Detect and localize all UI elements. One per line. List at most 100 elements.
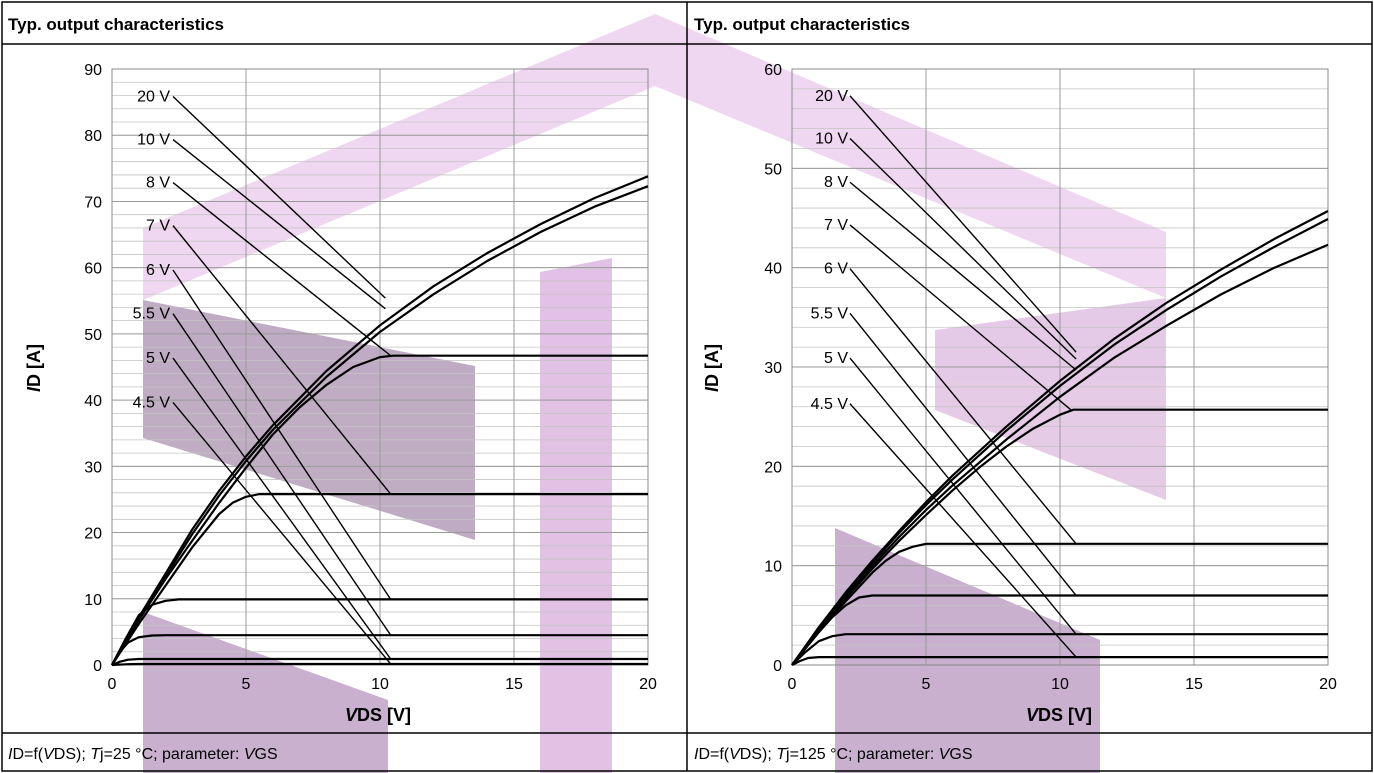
footer-param: GS	[949, 746, 972, 763]
series-curve	[111, 657, 648, 667]
watermark-top-band	[143, 14, 1166, 300]
series-leader-line	[849, 224, 1072, 411]
series-leader-line	[849, 403, 1077, 658]
footer-symbol-i: I	[694, 746, 699, 763]
series-leader-line	[172, 401, 392, 665]
y-axis-title: ID [A]	[702, 344, 722, 392]
series-curve	[791, 633, 1328, 666]
y-tick-label: 20	[764, 459, 782, 476]
panel-title: Typ. output characteristics	[8, 15, 224, 34]
plot-curves: 20 V 10 V 8 V 7 V 6 V 5.5 V 5 V 4.5 V	[791, 88, 1329, 666]
tick-labels: 0 10 20 30 40 50 60 70 80 90 0 5 10 15 20	[84, 62, 657, 693]
series-label: 6 V	[824, 261, 848, 278]
x-axis-symbol: V	[345, 705, 359, 725]
y-tick-label: 40	[84, 393, 102, 410]
footer-mid: );	[76, 746, 90, 763]
x-tick-label: 15	[1185, 676, 1203, 693]
series-label: 20 V	[815, 88, 848, 105]
footer-symbol-t: T	[776, 746, 787, 763]
series-curve	[791, 210, 1329, 666]
y-tick-label: 10	[764, 559, 782, 576]
series-curve	[111, 598, 648, 666]
series-leader-line	[172, 225, 392, 495]
series-label: 7 V	[824, 217, 848, 234]
footer-tj: j=125 °C; parameter:	[785, 746, 939, 763]
plot-grid	[791, 68, 1329, 666]
panel-footer: ID=f(VDS); Tj=25 °C; parameter: VGS	[8, 746, 278, 763]
x-tick-label: 5	[242, 676, 251, 693]
series-curve	[791, 218, 1329, 666]
y-tick-label: 90	[84, 62, 102, 79]
series-curve	[111, 354, 648, 666]
y-axis-title: ID [A]	[24, 344, 44, 392]
x-tick-label: 15	[505, 676, 523, 693]
series-leader-line	[172, 357, 392, 660]
series-label: 5 V	[824, 350, 848, 367]
y-tick-label: 0	[93, 658, 102, 675]
footer-tj: j=25 °C; parameter:	[99, 746, 244, 763]
footer-var: DS	[54, 746, 76, 763]
footer-symbol-t: T	[90, 746, 101, 763]
y-tick-label: 40	[764, 261, 782, 278]
series-leader-line	[172, 313, 392, 636]
series-leader-line	[849, 138, 1077, 360]
plot-grid	[111, 68, 649, 666]
series-label: 5.5 V	[811, 305, 849, 322]
series-label: 8 V	[146, 175, 170, 192]
y-tick-label: 50	[764, 161, 782, 178]
y-tick-label: 20	[84, 526, 102, 543]
x-axis-sub: DS	[357, 705, 382, 725]
x-axis-symbol: V	[1026, 705, 1040, 725]
series-curve	[791, 408, 1328, 666]
y-axis-sub: D	[702, 374, 722, 387]
series-curve	[791, 594, 1328, 666]
series-leader-line	[849, 181, 1077, 371]
y-tick-label: 0	[773, 658, 782, 675]
x-axis-title: VDS [V]	[1026, 705, 1092, 725]
y-axis-symbol: I	[702, 386, 722, 392]
footer-mid: );	[762, 746, 776, 763]
series-leader-line	[172, 269, 392, 600]
watermark-bottom-right	[835, 528, 1100, 773]
series-curve	[111, 185, 649, 666]
x-axis-unit: [V]	[1063, 705, 1092, 725]
x-tick-label: 0	[108, 676, 117, 693]
series-curve	[111, 493, 648, 666]
footer-main: D=f(	[698, 746, 729, 763]
y-axis-sub: D	[24, 374, 44, 387]
x-axis-unit: [V]	[382, 705, 411, 725]
series-curve	[111, 175, 649, 666]
series-leader-line	[172, 182, 392, 357]
series-label: 4.5 V	[811, 396, 849, 413]
series-label: 7 V	[146, 218, 170, 235]
x-tick-label: 0	[788, 676, 797, 693]
series-curve	[791, 655, 1328, 666]
footer-symbol-v: V	[43, 746, 55, 763]
x-tick-label: 5	[922, 676, 931, 693]
series-leader-line	[849, 357, 1077, 635]
footer-symbol-i: I	[8, 746, 13, 763]
x-axis-title: VDS [V]	[345, 705, 411, 725]
y-axis-symbol: I	[24, 386, 44, 392]
chart-panel-25c: Typ. output characteristics ID=f(VDS); T…	[8, 15, 657, 763]
series-curve	[111, 634, 648, 666]
y-axis-unit: [A]	[702, 344, 722, 374]
panel-title: Typ. output characteristics	[694, 15, 910, 34]
footer-main: D=f(	[12, 746, 43, 763]
series-leader-line	[849, 95, 1077, 353]
series-curve	[791, 243, 1329, 666]
x-axis-sub: DS	[1038, 705, 1063, 725]
chart-panel-125c: Typ. output characteristics ID=f(VDS); T…	[694, 15, 1337, 763]
series-leader-line	[849, 268, 1077, 545]
footer-symbol-v2: V	[244, 746, 256, 763]
series-label: 8 V	[824, 174, 848, 191]
y-tick-label: 60	[764, 62, 782, 79]
series-label: 20 V	[137, 88, 170, 105]
x-tick-label: 20	[639, 676, 657, 693]
y-tick-label: 70	[84, 194, 102, 211]
plot-curves: 20 V 10 V 8 V 7 V 6 V 5.5 V 5 V 4.5 V	[111, 88, 649, 667]
series-curve	[111, 662, 648, 667]
